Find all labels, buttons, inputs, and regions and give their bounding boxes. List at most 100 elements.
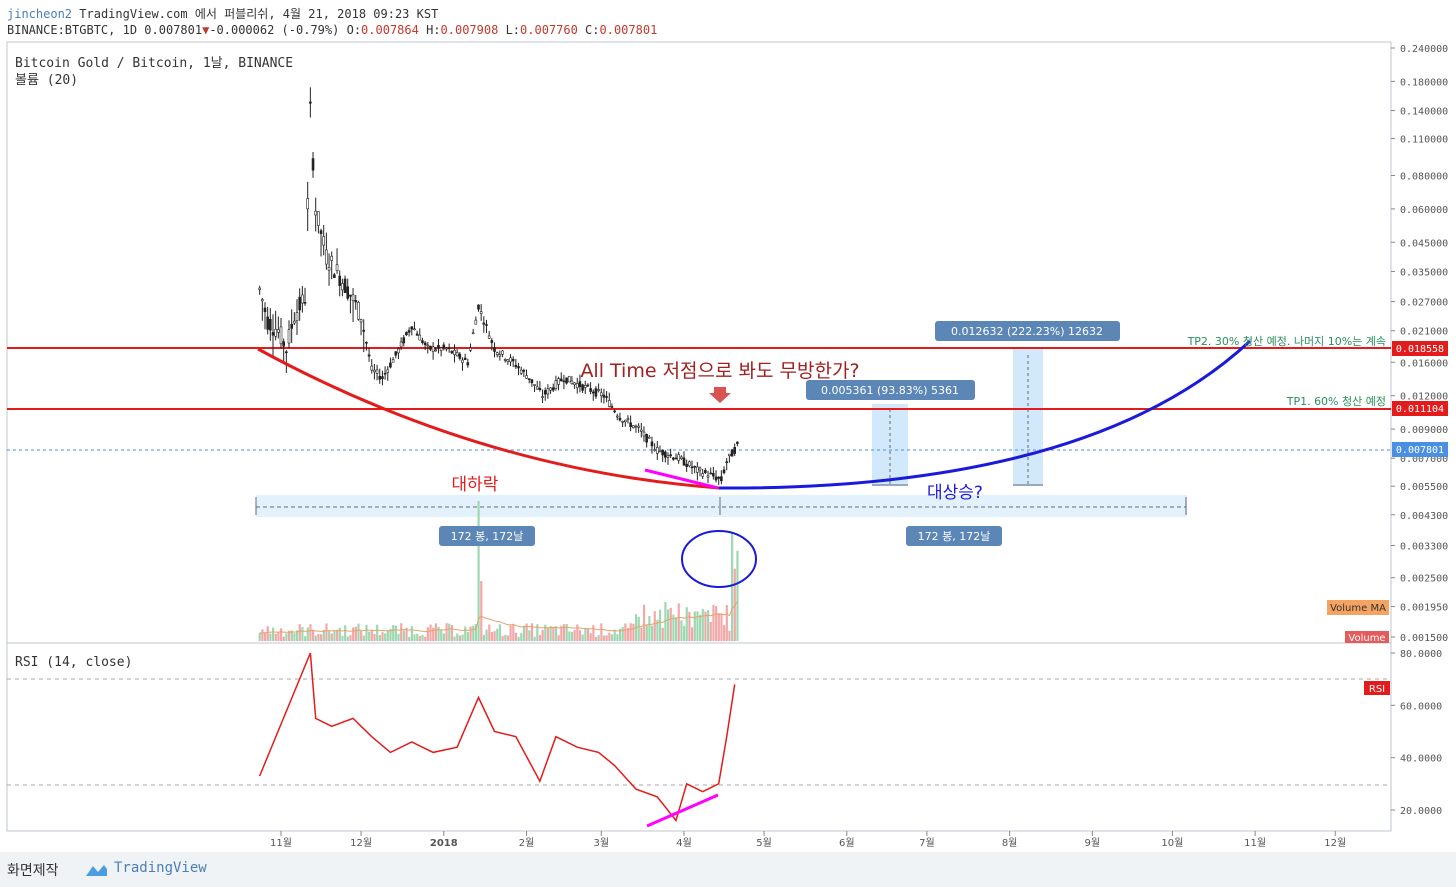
volume-bar bbox=[458, 635, 462, 641]
volume-bar bbox=[440, 629, 443, 641]
volume-bar bbox=[480, 581, 483, 641]
rise-annotation: 대상승? bbox=[927, 483, 983, 503]
candle-body bbox=[317, 211, 320, 226]
volume-bar bbox=[522, 625, 526, 641]
candle-body bbox=[656, 447, 659, 454]
candle-body bbox=[359, 319, 363, 323]
author-link[interactable]: jincheon2 bbox=[7, 7, 73, 21]
candle-body bbox=[634, 425, 638, 428]
candle-body bbox=[362, 329, 366, 332]
volume-bar bbox=[736, 550, 739, 641]
candle-body bbox=[669, 454, 672, 457]
candle-body bbox=[637, 425, 640, 428]
volume-bar bbox=[370, 630, 373, 641]
price-tick-label: 0.002500 bbox=[1400, 574, 1448, 585]
volume-bar bbox=[536, 624, 539, 641]
candle-body bbox=[335, 264, 339, 271]
volume-bar bbox=[685, 607, 688, 641]
rsi-axis[interactable]: 80.0000 60.0000 40.0000 20.0000 bbox=[1391, 649, 1442, 817]
tp1-price-badge bbox=[1392, 401, 1448, 416]
volume-bar bbox=[538, 634, 542, 641]
candle-body bbox=[730, 449, 734, 457]
price-tick-label: 0.045000 bbox=[1400, 238, 1448, 249]
volume-bar bbox=[594, 636, 598, 641]
volume-bar bbox=[368, 631, 371, 641]
candle-body bbox=[282, 341, 285, 347]
candle-body bbox=[274, 328, 277, 337]
date-range-box bbox=[256, 495, 1187, 517]
volume-bar bbox=[597, 634, 600, 641]
candle-body bbox=[391, 359, 395, 363]
candle-body bbox=[333, 274, 336, 278]
price-axis[interactable]: 0.240000 0.180000 0.140000 0.110000 0.080000… bbox=[1391, 44, 1448, 644]
candle-body bbox=[567, 375, 571, 383]
volume-bar bbox=[493, 631, 496, 641]
candle-body bbox=[519, 369, 523, 374]
volume-bar bbox=[584, 628, 587, 641]
volume-bar bbox=[448, 623, 451, 641]
volume-bar bbox=[715, 606, 718, 641]
candle-body bbox=[349, 294, 352, 297]
volume-bar bbox=[677, 603, 680, 641]
candle-body bbox=[378, 375, 382, 380]
volume-bar bbox=[632, 623, 635, 641]
candle-body bbox=[455, 352, 459, 357]
volume-bar bbox=[504, 634, 507, 641]
volume-bar bbox=[605, 635, 608, 641]
candle-body bbox=[717, 476, 720, 479]
down-arrow-icon: ▼ bbox=[202, 23, 210, 37]
price-tick-label: 0.080000 bbox=[1400, 171, 1448, 182]
volume-bar bbox=[314, 635, 317, 641]
volume-bar bbox=[389, 628, 392, 641]
volume-bar bbox=[474, 624, 478, 641]
candle-body bbox=[426, 344, 430, 347]
last-price-text: 0.007801 bbox=[1396, 445, 1444, 456]
candle-body bbox=[346, 286, 350, 299]
volume-bar bbox=[416, 633, 419, 641]
tp2-price-badge bbox=[1392, 341, 1448, 356]
volume-bar bbox=[728, 630, 731, 641]
time-tick-label: 3월 bbox=[593, 837, 609, 849]
volume-bar bbox=[336, 629, 339, 641]
volume-circle bbox=[681, 530, 757, 588]
time-tick-label: 11월 bbox=[270, 837, 292, 849]
rsi-badge bbox=[1364, 681, 1390, 695]
volume-bar bbox=[386, 630, 389, 641]
candle-body bbox=[341, 283, 344, 291]
candle-body bbox=[402, 337, 406, 344]
time-tick-label: 6월 bbox=[839, 837, 855, 849]
volume-bar bbox=[506, 635, 510, 641]
volume-bar bbox=[322, 629, 325, 641]
volume-bar bbox=[683, 625, 686, 641]
volume-bar bbox=[274, 633, 277, 641]
candle-body bbox=[610, 406, 614, 408]
candle-body bbox=[301, 294, 304, 304]
candle-body bbox=[482, 322, 486, 325]
volume-bar bbox=[263, 633, 267, 641]
candle-body bbox=[597, 389, 600, 392]
candle-body bbox=[495, 352, 499, 355]
volume-bar bbox=[453, 636, 456, 641]
candle-body bbox=[458, 353, 462, 359]
time-axis[interactable]: 11월 12월 2018 2월 3월 4월 5월 6월 7월 8월 9월 10월 11월 12월 bbox=[270, 831, 1346, 849]
candle-body bbox=[714, 476, 718, 481]
tradingview-brand[interactable]: TradingView bbox=[114, 860, 207, 876]
price-tick-label: 0.027000 bbox=[1400, 298, 1448, 309]
volume-bar bbox=[424, 636, 427, 641]
volume-bar bbox=[437, 626, 440, 641]
candle-body bbox=[559, 378, 563, 382]
volume-bar bbox=[650, 625, 654, 641]
candle-body bbox=[511, 358, 515, 362]
published-text: TradingView.com 에서 퍼블리쉬, 4월 21, 2018 09:… bbox=[79, 7, 439, 21]
candle-body bbox=[639, 429, 643, 432]
volume-bar bbox=[637, 616, 640, 641]
volume-bar bbox=[429, 624, 432, 641]
price-chart[interactable]: 0.240000 0.180000 0.140000 0.110000 0.080000… bbox=[0, 0, 1456, 852]
time-tick-label: 4월 bbox=[676, 837, 692, 849]
candle-body bbox=[615, 415, 619, 418]
volume-bar bbox=[626, 627, 630, 641]
volume-bar bbox=[576, 624, 579, 641]
candle-body bbox=[581, 384, 584, 391]
candle-body bbox=[258, 287, 261, 290]
volume-bars bbox=[258, 501, 739, 641]
